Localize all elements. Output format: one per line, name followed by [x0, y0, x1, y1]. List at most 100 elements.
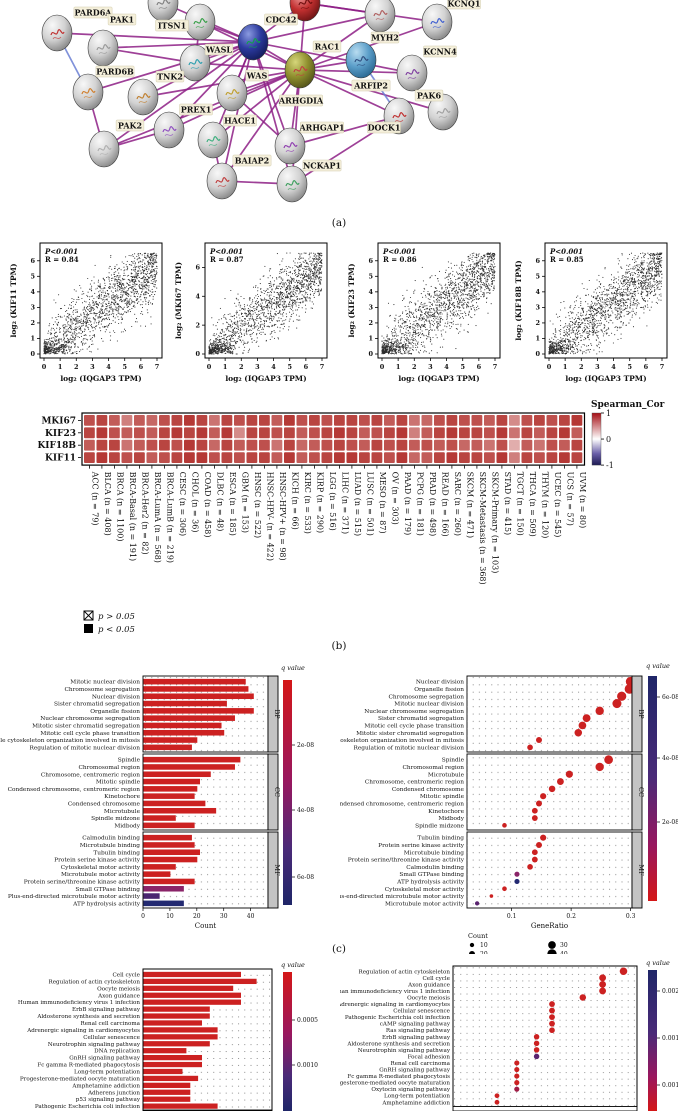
protein-label: HACE1 [223, 114, 257, 127]
svg-text:PARD6A: PARD6A [75, 8, 113, 18]
svg-text:DOCK1: DOCK1 [368, 123, 401, 133]
protein-label: MYH2 [370, 31, 400, 44]
protein-node [127, 78, 159, 116]
protein-node [153, 111, 185, 149]
svg-text:BAIAP2: BAIAP2 [235, 156, 270, 166]
protein-label: NCKAP1 [302, 159, 342, 172]
protein-node [41, 14, 73, 52]
protein-label: BAIAP2 [232, 154, 272, 167]
network-edge [102, 41, 254, 49]
pvalue-legend: p > 0.05p < 0.05 [83, 610, 135, 635]
svg-text:log₂ (IQGAP3 TPM): log₂ (IQGAP3 TPM) [225, 374, 306, 383]
protein-label: ITSN1 [155, 19, 189, 32]
svg-text:PAK6: PAK6 [417, 91, 442, 101]
protein-node [345, 41, 377, 79]
svg-text:PAK1: PAK1 [110, 15, 134, 25]
svg-text:ITSN1: ITSN1 [158, 21, 186, 31]
protein-node [72, 73, 104, 111]
svg-text:MYH2: MYH2 [371, 33, 399, 43]
network-edge [212, 69, 301, 141]
svg-text:2: 2 [30, 319, 35, 327]
svg-text:0: 0 [195, 350, 200, 358]
protein-label: PAK6 [414, 89, 444, 102]
svg-text:1: 1 [58, 363, 63, 371]
count-legend: Count10203040 [468, 932, 568, 954]
svg-text:7: 7 [155, 363, 160, 371]
network-edge [291, 69, 301, 185]
network-edge [299, 69, 400, 117]
svg-text:WAS: WAS [246, 71, 268, 81]
svg-text:KCNQ1: KCNQ1 [448, 0, 481, 9]
protein-label: ARHGDIA [278, 94, 324, 107]
protein-label: ARHGAP1 [298, 121, 345, 134]
svg-text:RAC1: RAC1 [315, 42, 340, 52]
protein-label: PARD6A [73, 6, 113, 19]
caption-a: (a) [331, 217, 347, 229]
svg-text:5: 5 [30, 273, 35, 281]
svg-text:ARHGAP1: ARHGAP1 [298, 123, 344, 133]
protein-node [216, 74, 248, 112]
svg-text:6: 6 [139, 363, 144, 371]
protein-label: KCNQ1 [447, 0, 481, 10]
svg-text:2: 2 [195, 321, 200, 329]
svg-text:4: 4 [271, 363, 276, 371]
caption-c: (c) [331, 943, 347, 955]
protein-node [184, 3, 216, 41]
protein-label: ARFIP2 [351, 79, 391, 92]
svg-text:3: 3 [255, 363, 260, 371]
svg-text:4: 4 [30, 288, 35, 296]
svg-text:PREX1: PREX1 [181, 105, 212, 115]
svg-text:PAK2: PAK2 [118, 121, 142, 131]
svg-text:TNK2: TNK2 [157, 72, 183, 82]
svg-text:1: 1 [223, 363, 228, 371]
svg-text:3: 3 [30, 304, 35, 312]
heatmap-grid [84, 415, 583, 463]
protein-label: PREX1 [179, 103, 213, 116]
svg-text:4: 4 [195, 292, 200, 300]
svg-text:6: 6 [304, 363, 309, 371]
svg-text:2: 2 [239, 363, 244, 371]
network-edge [102, 47, 196, 64]
svg-text:6: 6 [30, 257, 35, 265]
protein-node [396, 54, 428, 92]
svg-text:ARFIP2: ARFIP2 [353, 81, 388, 91]
svg-text:0: 0 [30, 350, 35, 358]
protein-node [421, 3, 453, 41]
svg-text:7: 7 [320, 363, 325, 371]
protein-node [206, 162, 238, 200]
protein-label: TNK2 [155, 70, 185, 83]
protein-label: PAK1 [107, 13, 137, 26]
svg-text:log₂ (KIF11 TPM): log₂ (KIF11 TPM) [9, 263, 18, 337]
caption-b: (b) [331, 640, 347, 652]
svg-text:P<0.001: P<0.001 [44, 247, 78, 256]
network-edge [56, 32, 254, 43]
svg-text:5: 5 [122, 363, 127, 371]
svg-text:log₂ (IQGAP3 TPM): log₂ (IQGAP3 TPM) [60, 374, 141, 383]
svg-text:2: 2 [74, 363, 79, 371]
protein-label: RAC1 [312, 40, 342, 53]
protein-label: PARD6B [95, 65, 135, 78]
svg-text:NCKAP1: NCKAP1 [303, 161, 341, 171]
svg-text:6: 6 [195, 264, 200, 272]
protein-node [197, 121, 229, 159]
svg-text:0: 0 [42, 363, 47, 371]
protein-node [179, 44, 211, 82]
protein-label: CDC42 [264, 13, 298, 26]
network-edge [252, 41, 413, 74]
protein-node [364, 0, 396, 33]
svg-text:P<0.001: P<0.001 [209, 247, 243, 256]
